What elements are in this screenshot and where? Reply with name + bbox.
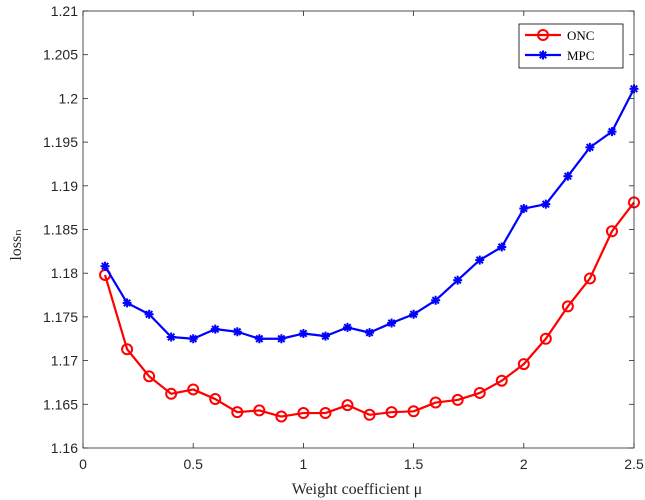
data-point-mpc [320,331,330,341]
x-axis-label: Weight coefficient μ [292,481,423,498]
x-tick-label: 0.5 [183,456,203,472]
data-point-onc [275,410,288,423]
series-line-onc [103,201,635,418]
data-point-mpc [585,142,595,152]
legend-marker-onc [537,29,549,41]
y-tick-label: 1.205 [43,47,78,63]
data-point-mpc [431,295,441,305]
data-point-mpc [453,275,463,285]
plot-background [83,11,634,448]
y-axis-ticks: 1.161.1651.171.1751.181.1851.191.1951.21… [43,3,634,456]
data-point-mpc [342,322,352,332]
data-point-onc [407,405,420,418]
data-point-mpc [188,334,198,344]
data-point-mpc [232,327,242,337]
data-point-onc [429,396,442,409]
data-point-onc [121,343,134,356]
data-point-onc [363,408,376,421]
y-tick-label: 1.16 [51,440,78,456]
data-point-onc [341,399,354,412]
data-point-onc [253,404,266,417]
data-point-onc [517,358,530,371]
data-point-onc [451,393,464,406]
data-point-mpc [519,204,529,214]
x-tick-label: 2.5 [624,456,644,472]
data-point-onc [473,386,486,399]
y-tick-label: 1.175 [43,309,78,325]
data-point-mpc [122,298,132,308]
y-tick-label: 1.17 [51,353,78,369]
data-point-mpc [607,127,617,137]
y-tick-label: 1.2 [59,90,79,106]
data-point-onc [539,332,552,345]
y-tick-label: 1.21 [51,3,78,19]
x-tick-label: 0 [79,456,87,472]
x-tick-label: 1 [300,456,308,472]
data-point-mpc [387,318,397,328]
data-point-mpc [276,334,286,344]
legend-box [518,23,624,69]
y-axis-label: lossₙ [8,229,25,260]
data-point-mpc [166,332,176,342]
y-tick-label: 1.195 [43,134,78,150]
data-point-mpc [100,261,110,271]
data-point-onc [165,387,178,400]
data-point-mpc [497,242,507,252]
data-point-mpc [563,171,573,181]
data-point-mpc [365,328,375,338]
y-tick-label: 1.19 [51,178,78,194]
data-point-onc [187,383,200,396]
data-point-onc [385,406,398,419]
x-axis-ticks: 0 0.5 1 1.5 2 2.5 [79,11,644,472]
data-point-onc [319,407,332,420]
legend-marker-mpc [538,50,548,60]
legend: ONC MPC [518,23,624,69]
legend-items [525,29,561,60]
x-tick-label: 1.5 [404,456,424,472]
legend-label-mpc: MPC [567,48,594,63]
data-point-mpc [210,324,220,334]
data-point-mpc [541,199,551,209]
data-point-mpc [409,309,419,319]
y-tick-label: 1.165 [43,396,78,412]
y-tick-label: 1.185 [43,222,78,238]
data-point-onc [605,225,618,238]
data-point-onc [583,272,596,285]
data-point-onc [231,406,244,419]
series-onc [99,196,640,423]
data-point-onc [143,370,156,383]
data-point-onc [495,374,508,387]
y-tick-label: 1.18 [51,265,78,281]
data-point-onc [561,300,574,313]
data-point-onc [209,393,222,406]
x-tick-label: 2 [520,456,528,472]
data-point-mpc [254,334,264,344]
plot-area [83,11,634,448]
data-point-mpc [298,329,308,339]
data-point-mpc [144,309,154,319]
legend-label-onc: ONC [567,28,594,43]
data-point-onc [297,407,310,420]
data-point-mpc [475,255,485,265]
